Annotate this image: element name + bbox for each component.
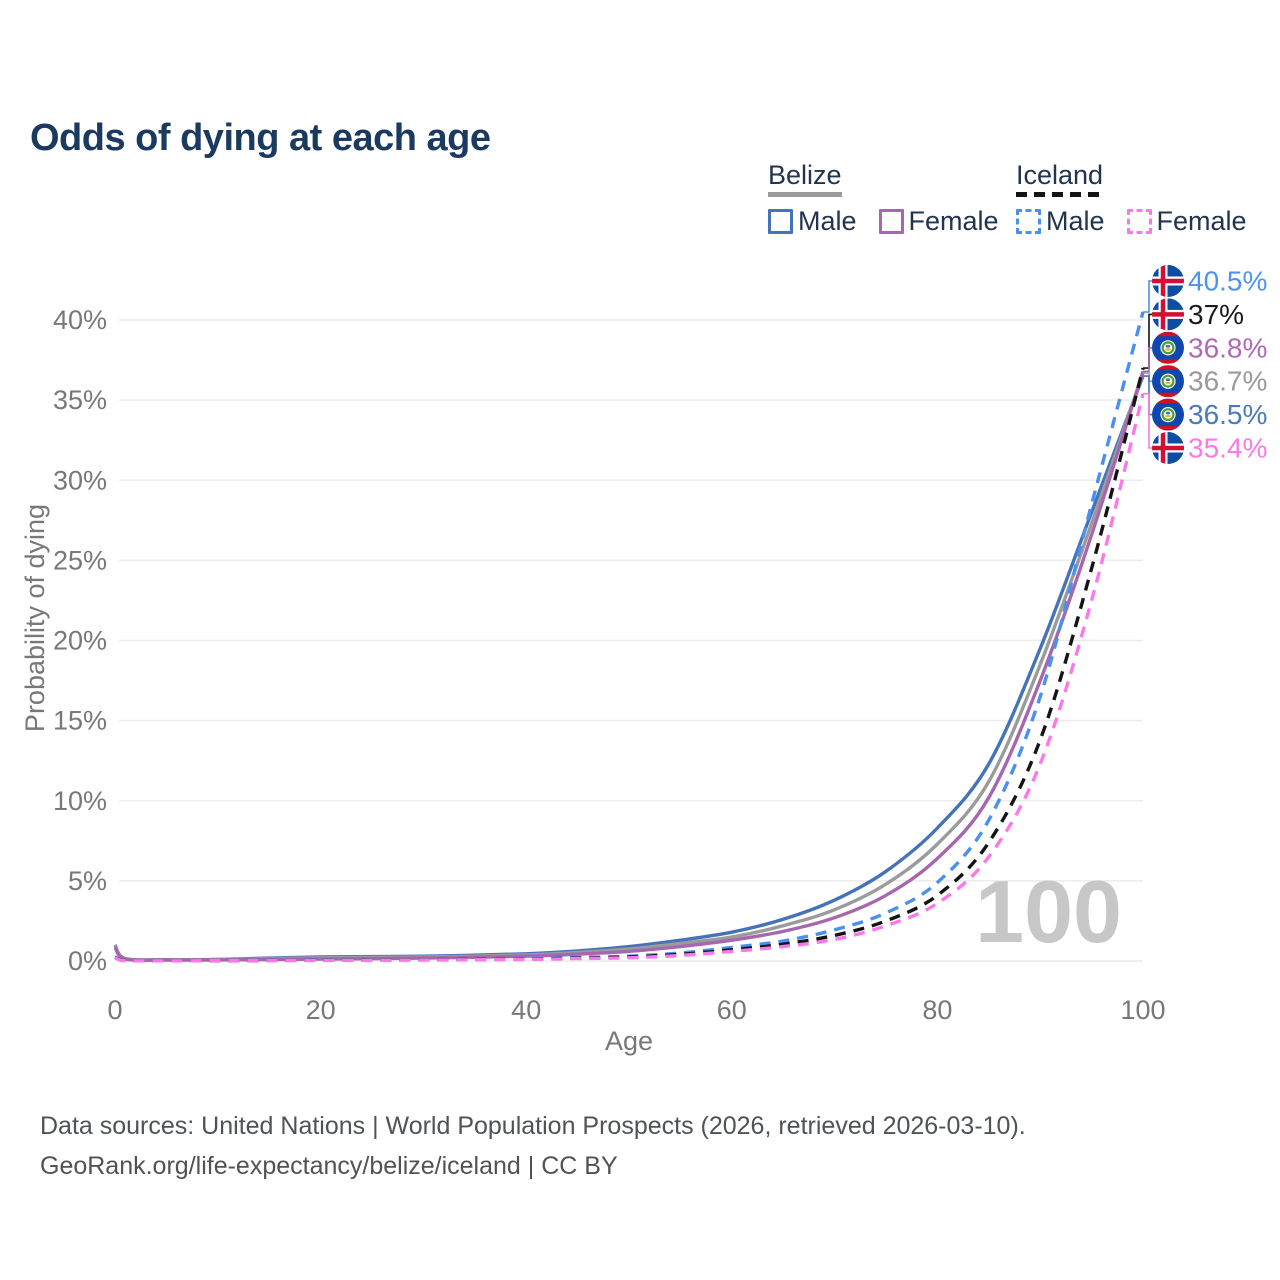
endpoint-leader-iceland-male (1143, 280, 1152, 313)
y-tick-label: 40% (53, 305, 107, 335)
x-tick-label: 20 (306, 995, 336, 1025)
y-tick-label: 15% (53, 706, 107, 736)
legend-line-sample-iceland-both (1016, 192, 1104, 197)
legend-item-label: Male (1046, 206, 1105, 236)
legend-group-belize: Belize Male Female (768, 160, 999, 237)
flag-icon-iceland (1152, 432, 1184, 464)
flag-icon-iceland (1152, 265, 1184, 297)
endpoint-leader-iceland-both (1143, 313, 1152, 369)
legend-item-belize-female[interactable]: Female (878, 206, 999, 237)
legend-swatch-iceland-male (1016, 209, 1041, 234)
age-cursor-watermark: 100 (975, 862, 1122, 961)
legend-item-label: Female (908, 206, 999, 236)
x-tick-label: 60 (717, 995, 747, 1025)
y-axis-title: Probability of dying (20, 504, 50, 732)
legend-swatch-belize-male (768, 209, 793, 234)
legend-item-label: Male (798, 206, 857, 236)
y-tick-label: 10% (53, 786, 107, 816)
series-line-belize-female[interactable] (113, 370, 1145, 962)
x-tick-label: 40 (511, 995, 541, 1025)
x-tick-label: 0 (107, 995, 122, 1025)
series-line-iceland-both[interactable] (114, 367, 1145, 963)
flag-icon-belize (1152, 331, 1184, 364)
y-tick-label: 25% (53, 545, 107, 575)
x-tick-label: 100 (1120, 995, 1165, 1025)
legend-item-iceland-female[interactable]: Female (1126, 206, 1247, 237)
legend-item-label: Female (1156, 206, 1247, 236)
legend-swatch-iceland-female (1126, 209, 1152, 234)
x-axis-title: Age (605, 1026, 653, 1056)
page-title: Odds of dying at each age (30, 117, 491, 160)
legend-country-iceland[interactable]: Iceland (1016, 160, 1104, 190)
y-tick-label: 0% (68, 946, 107, 976)
legend-line-sample-belize-both (768, 192, 842, 197)
endpoint-value-belize-male: 36.5% (1188, 399, 1267, 430)
legend-swatch-belize-female (878, 209, 904, 234)
flag-icon-belize (1152, 365, 1184, 398)
endpoint-value-iceland-female: 35.4% (1188, 433, 1267, 464)
endpoint-value-iceland-both: 37% (1188, 299, 1244, 330)
endpoint-value-iceland-male: 40.5% (1188, 266, 1267, 297)
legend-group-iceland: Iceland Male Female (1016, 160, 1247, 237)
endpoint-leader-belize-female (1143, 347, 1152, 373)
y-tick-label: 35% (53, 385, 107, 415)
flag-icon-iceland (1152, 298, 1184, 331)
source-line-1: Data sources: United Nations | World Pop… (40, 1112, 1026, 1140)
legend-item-belize-male[interactable]: Male (768, 206, 857, 237)
y-tick-label: 30% (53, 465, 107, 495)
source-line-2: GeoRank.org/life-expectancy/belize/icela… (40, 1152, 618, 1180)
legend-country-belize[interactable]: Belize (768, 160, 842, 190)
legend-item-iceland-male[interactable]: Male (1016, 206, 1105, 237)
flag-icon-belize (1152, 398, 1184, 431)
y-tick-label: 5% (68, 866, 107, 896)
data-source-note: Data sources: United Nations | World Pop… (40, 1106, 1026, 1186)
endpoint-leader-iceland-female (1143, 392, 1152, 449)
x-tick-label: 80 (922, 995, 952, 1025)
y-tick-label: 20% (53, 626, 107, 656)
endpoint-value-belize-both: 36.7% (1188, 366, 1267, 397)
endpoint-value-belize-female: 36.8% (1188, 332, 1267, 363)
